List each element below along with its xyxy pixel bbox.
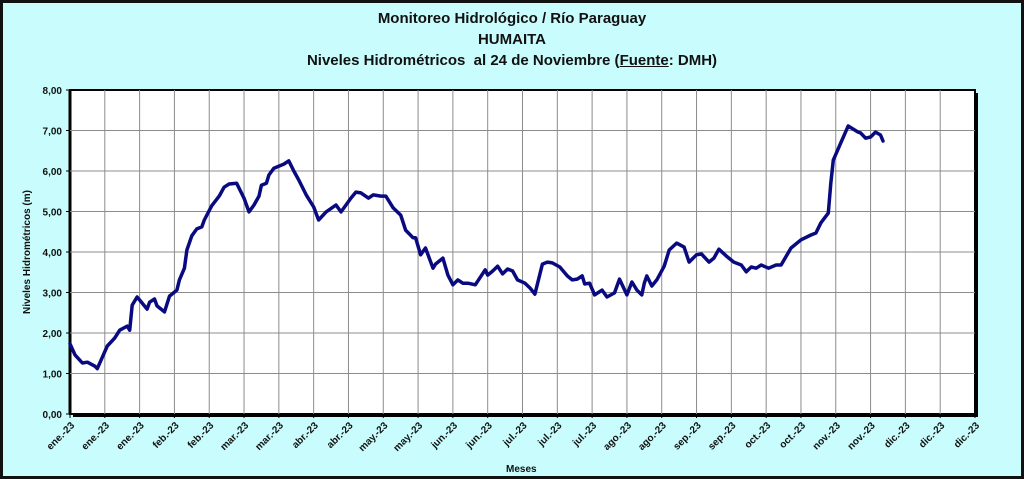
y-axis-label: Niveles Hidrométricos (m) bbox=[22, 190, 33, 314]
y-tick-label: 4,00 bbox=[43, 248, 63, 259]
y-tick-label: 0,00 bbox=[43, 410, 63, 421]
x-tick-label: jul.-23 bbox=[501, 420, 530, 449]
title-line-1: Monitoreo Hidrológico / Río Paraguay bbox=[377, 10, 647, 27]
x-tick-label: mar.-23 bbox=[219, 420, 252, 453]
x-tick-label: jul.-23 bbox=[570, 420, 599, 449]
x-tick-label: abr.-23 bbox=[325, 420, 356, 451]
x-tick-label: feb.-23 bbox=[151, 420, 182, 451]
x-tick-label: dic.-23 bbox=[952, 420, 982, 450]
x-tick-label: nov.-23 bbox=[811, 420, 843, 452]
x-axis-ticks: ene.-23 ene.-23 ene.-23 feb.-23 feb.-23 mar.-… bbox=[45, 414, 982, 454]
series-layer bbox=[68, 124, 885, 371]
y-tick-label: 5,00 bbox=[43, 208, 63, 219]
x-tick-label: oct.-23 bbox=[778, 420, 809, 451]
title-source-label: Fuente bbox=[619, 52, 669, 69]
y-tick-label: 1,00 bbox=[43, 370, 63, 381]
water-level-line bbox=[68, 124, 885, 371]
x-tick-label: sep.-23 bbox=[706, 420, 738, 452]
x-tick-label: feb.-23 bbox=[186, 420, 217, 451]
title-line-3-suffix: : DMH) bbox=[668, 52, 718, 69]
x-tick-label: nov.-23 bbox=[846, 420, 878, 452]
x-tick-label: jun.-23 bbox=[464, 420, 496, 452]
gridlines bbox=[70, 90, 975, 414]
y-tick-label: 3,00 bbox=[43, 289, 63, 300]
chart-title: Monitoreo Hidrológico / Río Paraguay HUM… bbox=[0, 8, 1024, 71]
x-axis-label: Meses bbox=[506, 464, 537, 475]
x-tick-label: oct.-23 bbox=[743, 420, 774, 451]
x-tick-label: may.-23 bbox=[357, 420, 391, 454]
y-tick-label: 6,00 bbox=[43, 167, 63, 178]
y-tick-label: 2,00 bbox=[43, 329, 63, 340]
x-tick-label: dic.-23 bbox=[917, 420, 947, 450]
x-tick-label: ene.-23 bbox=[45, 420, 77, 452]
x-tick-label: ago.-23 bbox=[602, 420, 635, 453]
y-axis-ticks: 0,00 1,00 2,00 3,00 4,00 5,00 6,00 7,00 8,00 bbox=[43, 86, 70, 421]
x-tick-label: abr.-23 bbox=[290, 420, 321, 451]
x-tick-label: ene.-23 bbox=[115, 420, 147, 452]
title-line-3-prefix: Niveles Hidrométricos al 24 de Noviembre… bbox=[306, 52, 620, 69]
x-tick-label: sep.-23 bbox=[672, 420, 704, 452]
x-tick-label: jul.-23 bbox=[536, 420, 565, 449]
title-line-3: Niveles Hidrométricos al 24 de Noviembre… bbox=[0, 50, 1024, 71]
x-tick-label: dic.-23 bbox=[882, 420, 912, 450]
title-line-2: HUMAITA bbox=[477, 31, 547, 48]
x-tick-label: jun.-23 bbox=[429, 420, 461, 452]
y-tick-label: 8,00 bbox=[43, 86, 63, 97]
x-tick-label: ago.-23 bbox=[636, 420, 669, 453]
x-tick-label: may.-23 bbox=[392, 420, 426, 454]
x-tick-label: mar.-23 bbox=[253, 420, 286, 453]
y-tick-label: 7,00 bbox=[43, 127, 63, 138]
x-tick-label: ene.-23 bbox=[80, 420, 112, 452]
